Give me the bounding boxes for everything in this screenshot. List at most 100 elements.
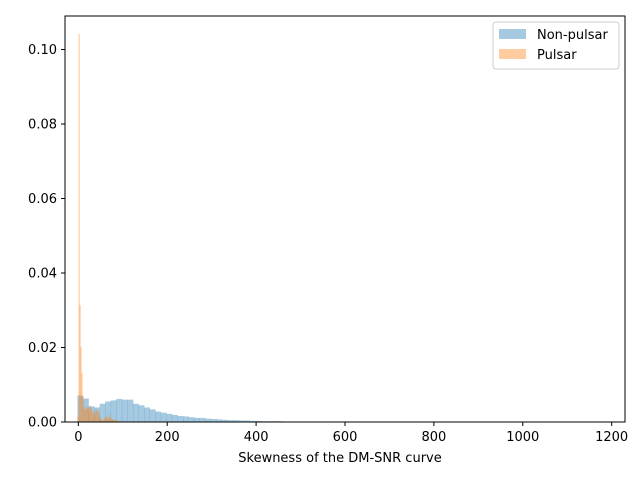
histogram-bar — [116, 398, 123, 422]
histogram-bar — [94, 407, 100, 422]
x-tick-label: 1000 — [506, 430, 539, 445]
histogram-bar — [95, 409, 97, 422]
histogram-bar — [81, 372, 83, 422]
y-axis-ticks: 0.00 0.02 0.04 0.06 0.08 0.10 — [28, 43, 65, 431]
histogram-bar — [188, 417, 195, 422]
y-tick-label: 0.00 — [28, 416, 57, 431]
histogram-bar — [87, 408, 90, 422]
histogram-bar — [121, 399, 128, 422]
histogram-bar — [77, 416, 79, 422]
histogram-bar — [155, 411, 162, 422]
histogram-bar — [177, 416, 184, 422]
histogram-bar — [92, 412, 94, 422]
histogram-bar — [238, 420, 245, 422]
histogram-bar — [108, 418, 110, 422]
x-tick-label: 400 — [244, 430, 269, 445]
y-tick-label: 0.10 — [28, 43, 57, 58]
histogram-bar — [205, 418, 212, 422]
histogram-bar — [86, 407, 89, 422]
histogram-bar — [83, 407, 85, 422]
x-tick-label: 200 — [155, 430, 180, 445]
histogram-bar — [113, 419, 115, 422]
legend-box — [492, 21, 620, 70]
plot-frame — [64, 15, 626, 423]
histogram-bar — [227, 420, 234, 422]
series-non-pulsar — [77, 395, 356, 422]
x-tick-label: 0 — [74, 430, 82, 445]
y-tick-label: 0.02 — [28, 341, 57, 356]
histogram-bar — [97, 410, 99, 422]
histogram-bar — [144, 407, 150, 422]
histogram-bar — [91, 410, 93, 422]
histogram-bar — [85, 407, 88, 422]
histogram-bar — [194, 417, 200, 422]
legend-swatch-pulsar — [499, 49, 526, 59]
x-axis-ticks: 0 200 400 600 800 1000 1200 — [74, 422, 628, 445]
histogram-bar — [102, 420, 105, 422]
histogram-bar — [166, 413, 173, 422]
histogram-bar — [90, 407, 92, 422]
x-tick-label: 600 — [333, 430, 358, 445]
histogram-bar — [94, 412, 96, 422]
histogram-bar — [149, 409, 156, 422]
histogram-bar — [99, 403, 106, 422]
histogram-bar — [199, 417, 206, 422]
histogram-bar — [106, 416, 108, 422]
series-pulsar — [77, 33, 125, 422]
histogram-bar — [113, 420, 116, 422]
histogram-bar — [244, 420, 250, 422]
histogram-bar — [88, 407, 91, 422]
histogram-bar — [127, 399, 134, 422]
histogram-bar — [255, 420, 262, 422]
legend: Non-pulsar Pulsar — [492, 21, 620, 70]
histogram-bar — [111, 419, 113, 422]
histogram-bar — [98, 413, 100, 422]
histogram-bar — [110, 417, 112, 422]
histogram-bar — [103, 419, 105, 422]
histogram-bar — [112, 419, 114, 422]
y-tick-label: 0.04 — [28, 267, 57, 282]
histogram-bar — [84, 409, 86, 422]
histogram-bar — [171, 414, 178, 422]
legend-label-non-pulsar: Non-pulsar — [537, 28, 608, 43]
histogram-bar — [99, 416, 101, 422]
histogram-bar — [78, 33, 80, 422]
histogram-bar — [138, 405, 145, 422]
histogram-bar — [85, 408, 87, 422]
legend-label-pulsar: Pulsar — [537, 48, 577, 63]
y-tick-label: 0.08 — [28, 118, 57, 133]
x-axis-label: Skewness of the DM-SNR curve — [238, 451, 441, 466]
histogram-bar — [114, 420, 117, 422]
histogram-bar — [77, 395, 84, 422]
histogram-bar — [249, 420, 256, 422]
histogram-bar — [115, 420, 118, 422]
histogram-bar — [105, 401, 112, 422]
histogram-bar — [79, 305, 81, 422]
histogram-bar — [80, 347, 82, 422]
histogram-bar — [110, 400, 117, 422]
histogram-bar — [93, 414, 95, 422]
histogram-bar — [99, 418, 102, 422]
histogram-bar — [83, 398, 89, 422]
histogram-bar — [105, 417, 107, 422]
histogram-bar — [109, 414, 111, 422]
histogram-bar — [221, 419, 228, 422]
histogram-bar — [216, 419, 223, 422]
histogram-bar — [101, 419, 104, 422]
histogram-bar — [210, 419, 217, 422]
bars-layer — [77, 33, 356, 422]
histogram-bar — [100, 419, 103, 422]
histogram-bar — [116, 420, 119, 422]
x-tick-label: 1200 — [595, 430, 628, 445]
histogram-bar — [133, 403, 139, 422]
histogram-bar — [89, 405, 91, 422]
histogram-bar — [88, 406, 95, 422]
legend-swatch-non-pulsar — [499, 29, 526, 39]
histogram-bar — [96, 409, 98, 422]
x-tick-label: 800 — [421, 430, 446, 445]
histogram-bar — [183, 416, 189, 422]
histogram-bar — [82, 396, 84, 422]
histogram-bar — [107, 417, 109, 422]
